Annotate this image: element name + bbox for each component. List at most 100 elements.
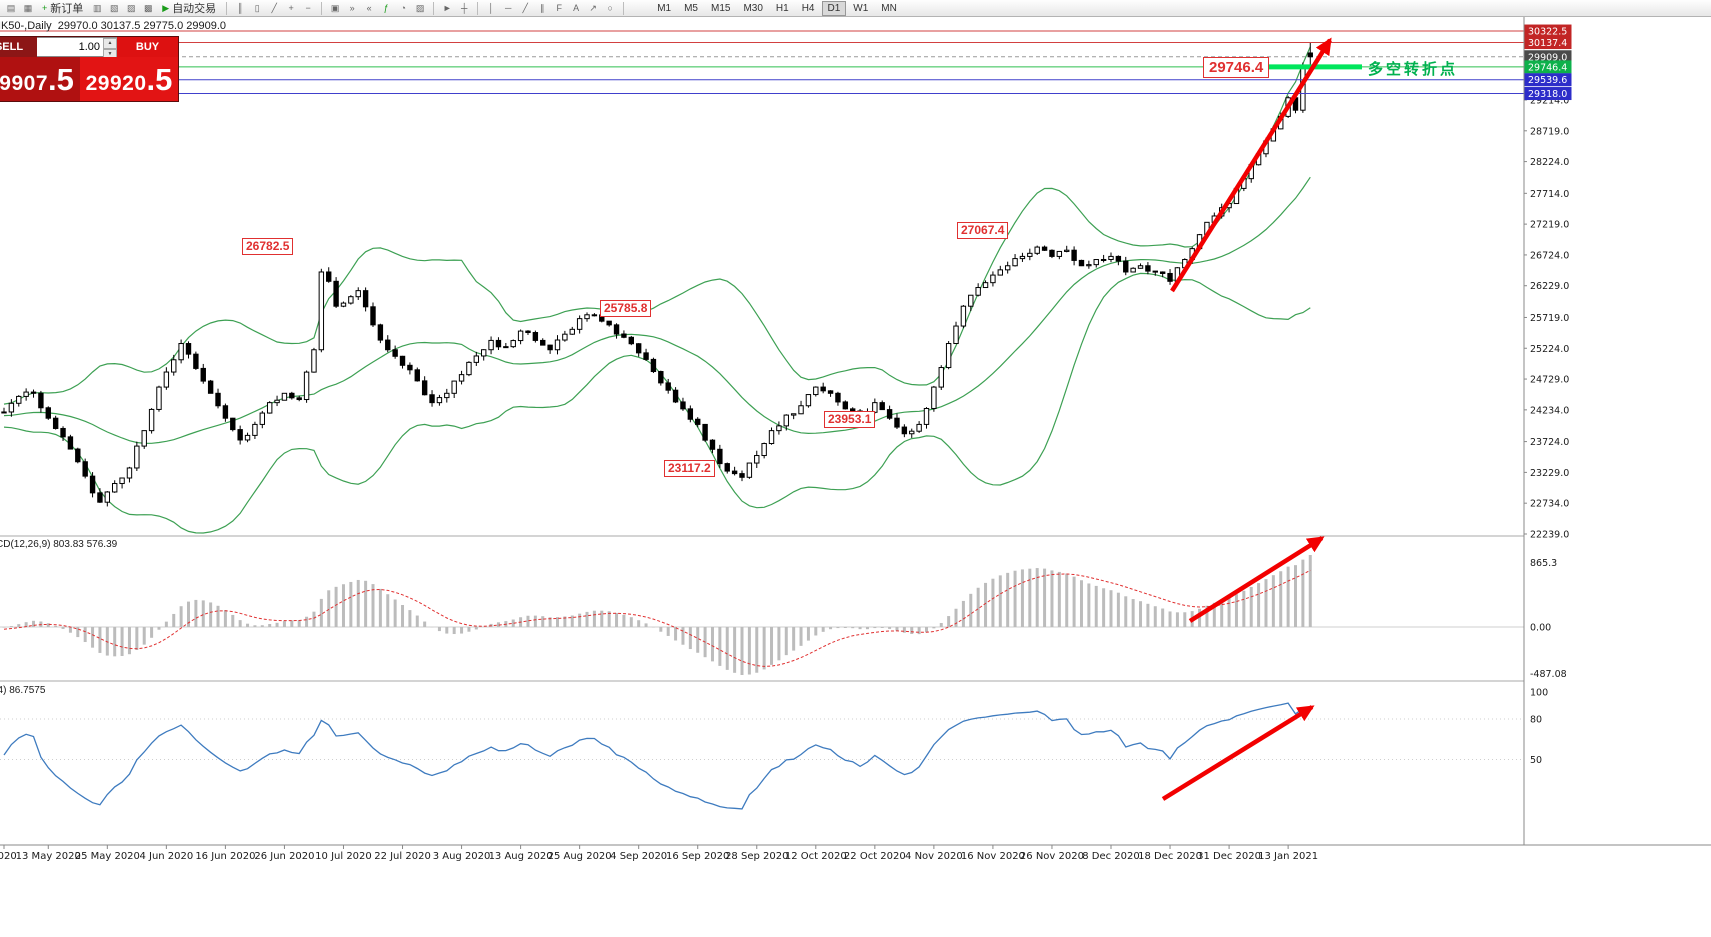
svg-text:29909.0: 29909.0 xyxy=(1528,52,1567,63)
arrows-icon[interactable]: ↗ xyxy=(585,1,601,16)
volume-up-icon[interactable]: ▲ xyxy=(103,38,117,49)
sell-button[interactable]: SELL xyxy=(0,37,37,57)
line-chart-icon[interactable]: ╱ xyxy=(266,1,282,16)
buy-button[interactable]: BUY xyxy=(117,37,178,57)
one-click-trading-panel: SELL ▲ ▼ BUY 29907 .5 29920 .5 xyxy=(0,36,179,102)
svg-text:-487.08: -487.08 xyxy=(1530,669,1567,680)
svg-text:13 Jan 2021: 13 Jan 2021 xyxy=(1258,851,1318,862)
zoom-out-icon[interactable]: − xyxy=(300,1,316,16)
market-watch-icon[interactable]: ▥ xyxy=(89,1,105,16)
svg-text:100: 100 xyxy=(1530,688,1548,699)
vertical-line-icon[interactable]: │ xyxy=(483,1,499,16)
trend-arrows[interactable] xyxy=(1161,37,1332,801)
main-toolbar: ▤ ▦ + 新订单 ▥ ▧ ▨ ▩ ▶ 自动交易 ║ ▯ ╱ + − ▣» «ƒ ◔ ▨ ► ┼ │ ─ ╱ ∥ F A ↗ ○ M1 M5… xyxy=(0,0,1711,17)
indicators-icon[interactable]: ƒ xyxy=(378,1,394,16)
timeframe-m5[interactable]: M5 xyxy=(684,2,698,14)
candlestick-chart-icon: ▯ xyxy=(254,2,260,13)
timeframe-m30[interactable]: M30 xyxy=(743,2,763,14)
fibonacci-icon[interactable]: F xyxy=(551,1,567,16)
horizontal-line-icon: ─ xyxy=(504,2,512,13)
svg-text:22239.0: 22239.0 xyxy=(1530,529,1569,540)
svg-text:26229.0: 26229.0 xyxy=(1530,281,1569,292)
price-annotation[interactable]: 25785.8 xyxy=(600,300,652,317)
buy-price-frac: .5 xyxy=(146,62,173,97)
terminal-icon[interactable]: ▩ xyxy=(140,1,156,16)
zoom-in-icon[interactable]: + xyxy=(283,1,299,16)
auto-scroll-icon[interactable]: » xyxy=(344,1,360,16)
svg-text:18 Dec 2020: 18 Dec 2020 xyxy=(1138,851,1202,862)
equidistant-channel-icon[interactable]: ∥ xyxy=(534,1,550,16)
templates-icon[interactable]: ▨ xyxy=(412,1,428,16)
profiles-icon[interactable]: ▦ xyxy=(20,1,36,16)
turning-point-text[interactable]: 多空转折点 xyxy=(1368,61,1459,78)
new-chart-icon: ▤ xyxy=(6,2,16,13)
text-label-icon: A xyxy=(573,2,580,13)
crosshair-icon[interactable]: ┼ xyxy=(456,1,472,16)
volume-input[interactable] xyxy=(37,38,103,56)
svg-text:23229.0: 23229.0 xyxy=(1530,468,1569,479)
timeframe-group: M1 M5 M15 M30 H1 H4 D1 W1 MN xyxy=(651,0,903,16)
sell-price[interactable]: 29907 .5 xyxy=(0,57,80,101)
price-annotation[interactable]: 23117.2 xyxy=(664,460,715,477)
timeframe-m1[interactable]: M1 xyxy=(657,2,672,14)
line-chart-icon: ╱ xyxy=(271,2,277,13)
timeframe-m15[interactable]: M15 xyxy=(711,2,731,14)
rsi-indicator xyxy=(0,702,1524,810)
sell-price-frac: .5 xyxy=(48,62,74,97)
rsi-indicator-label: RSI(14) 86.7575 xyxy=(0,685,46,696)
navigator-icon[interactable]: ▨ xyxy=(123,1,139,16)
timeframe-d1[interactable]: D1 xyxy=(821,0,847,16)
svg-text:3 Aug 2020: 3 Aug 2020 xyxy=(433,851,491,862)
navigator-icon: ▨ xyxy=(127,2,136,13)
timeframe-h1[interactable]: H1 xyxy=(775,2,789,14)
tile-windows-icon[interactable]: ▣ xyxy=(327,1,343,16)
new-order-button-label: 新订单 xyxy=(50,3,84,15)
timeframe-mn[interactable]: MN xyxy=(881,2,897,14)
chart-shift-icon: « xyxy=(366,2,372,13)
volume-stepper: ▲ ▼ xyxy=(103,38,117,60)
svg-text:27219.0: 27219.0 xyxy=(1530,220,1569,231)
horizontal-line-icon[interactable]: ─ xyxy=(500,1,516,16)
price-annotation[interactable]: 27067.4 xyxy=(957,222,1009,239)
new-chart-icon[interactable]: ▤ xyxy=(3,1,19,16)
chart-shift-icon[interactable]: « xyxy=(361,1,377,16)
tile-windows-icon: ▣ xyxy=(330,2,340,13)
fibonacci-icon: F xyxy=(556,2,562,13)
bollinger-middle-band xyxy=(3,176,1311,445)
cursor-icon[interactable]: ► xyxy=(439,1,455,16)
horizontal-level-lines[interactable] xyxy=(0,30,1524,95)
profiles-icon: ▦ xyxy=(23,2,33,13)
buy-price-main: 29920 xyxy=(85,72,147,95)
timeframe-w1[interactable]: W1 xyxy=(853,2,869,14)
timeframe-h4[interactable]: H4 xyxy=(801,2,815,14)
auto-trading-button[interactable]: ▶ 自动交易 xyxy=(157,1,221,16)
data-window-icon[interactable]: ▧ xyxy=(106,1,122,16)
text-label-icon[interactable]: A xyxy=(568,1,584,16)
svg-text:865.3: 865.3 xyxy=(1530,558,1557,569)
price-annotation[interactable]: 23953.1 xyxy=(824,411,876,428)
terminal-icon: ▩ xyxy=(144,2,153,13)
svg-text:25 Aug 2020: 25 Aug 2020 xyxy=(548,851,612,862)
shapes-icon[interactable]: ○ xyxy=(602,1,618,16)
svg-text:13 Aug 2020: 13 Aug 2020 xyxy=(489,851,553,862)
svg-text:22 Oct 2020: 22 Oct 2020 xyxy=(844,851,906,862)
vertical-line-icon: │ xyxy=(488,2,494,13)
rsi-axis-labels: 100 80 50 xyxy=(1530,688,1548,767)
volume-box: ▲ ▼ xyxy=(37,37,117,60)
toolbar-separator xyxy=(477,1,479,15)
trendline-icon[interactable]: ╱ xyxy=(517,1,533,16)
bar-chart-icon[interactable]: ║ xyxy=(232,1,248,16)
new-order-button[interactable]: + 新订单 xyxy=(37,1,88,16)
chart-plot-area[interactable] xyxy=(0,17,1711,937)
arrows-icon: ↗ xyxy=(589,2,597,13)
buy-price[interactable]: 29920 .5 xyxy=(80,57,178,101)
price-annotation[interactable]: 26782.5 xyxy=(242,238,294,255)
periods-icon[interactable]: ◔ xyxy=(395,1,411,16)
svg-text:25719.0: 25719.0 xyxy=(1530,313,1569,324)
candlestick-chart-icon[interactable]: ▯ xyxy=(249,1,265,16)
svg-text:4 Nov 2020: 4 Nov 2020 xyxy=(905,851,963,862)
price-annotation-turning-point[interactable]: 29746.4 xyxy=(1203,57,1270,78)
